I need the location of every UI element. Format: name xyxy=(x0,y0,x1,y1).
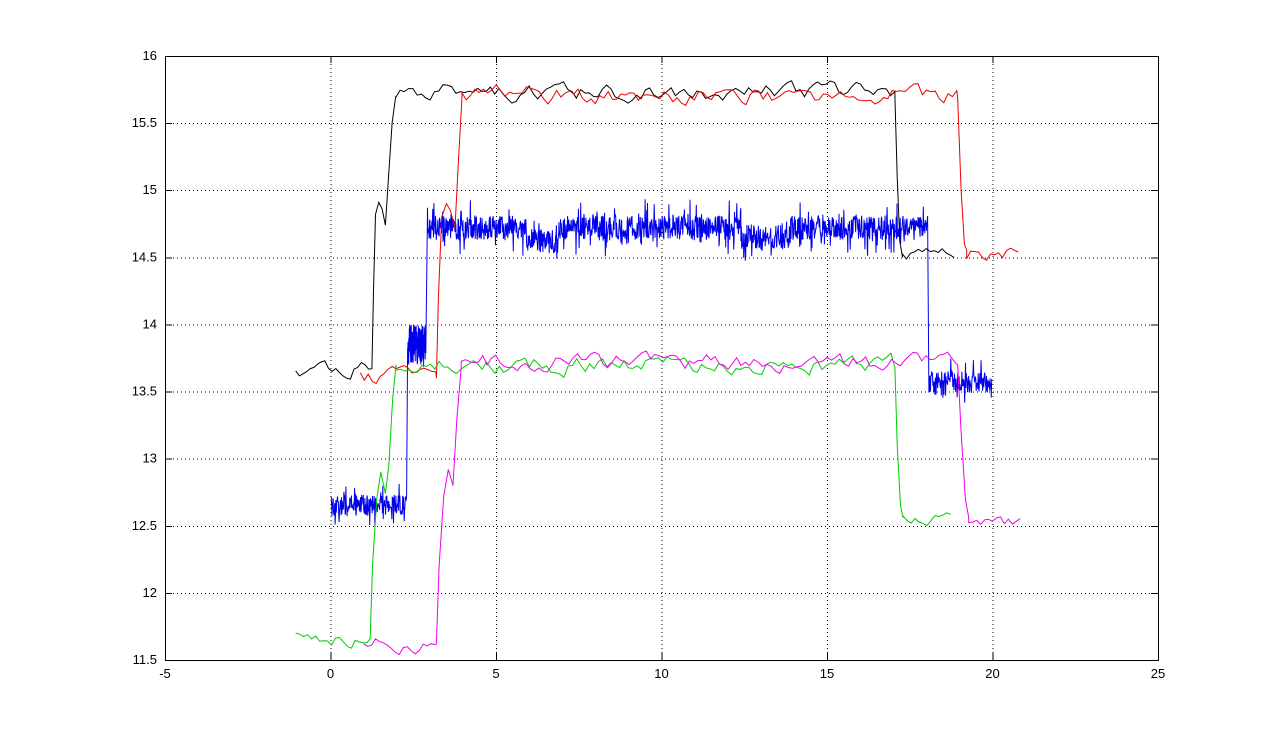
y-tick-label: 14.5 xyxy=(132,249,157,264)
y-tick-label: 15.5 xyxy=(132,115,157,130)
y-tick-label: 15 xyxy=(143,182,157,197)
red-trace xyxy=(359,83,1019,385)
axis-box xyxy=(165,56,1159,661)
magenta-trace xyxy=(363,350,1021,656)
series-layer xyxy=(295,80,1021,656)
green-trace xyxy=(295,352,952,649)
x-tick-label: 10 xyxy=(654,666,668,681)
x-tick-label: 20 xyxy=(985,666,999,681)
y-tick-label: 14 xyxy=(143,316,157,331)
y-tick-label: 13 xyxy=(143,451,157,466)
x-tick-label: 5 xyxy=(492,666,499,681)
grid-layer xyxy=(165,56,1158,660)
y-tick-label: 16 xyxy=(143,48,157,63)
y-tick-label: 12 xyxy=(143,585,157,600)
black-trace xyxy=(295,80,955,380)
tick-labels: -5 0 5 10 15 20 25 11.5 12 12.5 13 13.5 14 14.5 15 15.5… xyxy=(132,48,1166,681)
x-tick-label: 15 xyxy=(820,666,834,681)
y-tick-label: 11.5 xyxy=(133,652,157,667)
y-tick-label: 12.5 xyxy=(132,518,157,533)
y-tick-label: 13.5 xyxy=(132,384,157,399)
x-tick-label: -5 xyxy=(159,666,171,681)
blue-noisy-trace xyxy=(330,199,993,527)
axis-layer xyxy=(165,56,1159,661)
x-tick-label: 0 xyxy=(327,666,334,681)
x-tick-label: 25 xyxy=(1151,666,1165,681)
